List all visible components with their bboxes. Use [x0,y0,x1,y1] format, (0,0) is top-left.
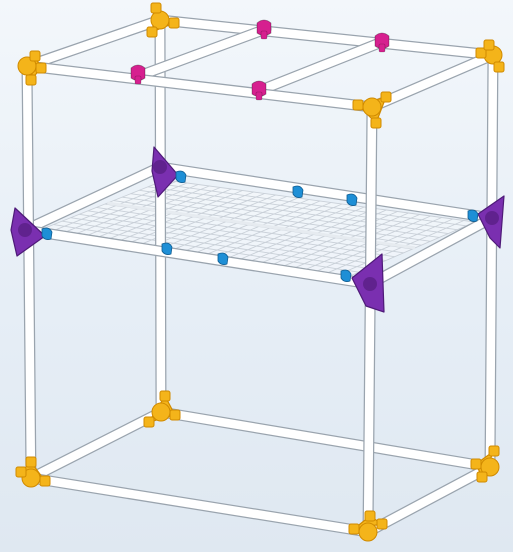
pipe-front-right-vertical-highlight [363,102,377,537]
top-clip-front-1 [130,64,146,85]
pipe-top-back-highlight [155,15,498,60]
pvc-pipe-frame [19,14,499,538]
corner-connector-top-front-right [352,91,392,129]
shelf-clip-back-left [175,170,187,183]
pipe-bottom-front-highlight [26,473,373,537]
mid-connector-front-right [351,253,385,313]
corner-connector-bottom-front-right [348,510,388,542]
pipe-top-front-highlight [22,61,377,112]
top-clip-back-2 [374,32,390,53]
shelf-clip-front-left [41,227,53,240]
top-clip-front-2 [251,80,267,101]
mid-connector-back-left [151,146,179,198]
corner-connector-top-back-left [146,2,180,38]
corner-connector-bottom-front-left [15,456,51,488]
grid-wire [122,196,431,242]
grid-wire [79,213,386,262]
pipe-shelf-right-highlight [365,213,497,289]
pipe-bottom-back-highlight [156,407,495,472]
pipe-shelf-back-highlight [155,162,497,223]
pipe-top-left-highlight [22,15,165,71]
pipe-back-right-vertical-highlight [485,50,498,472]
grid-wire [70,217,377,265]
mid-connector-front-left [10,207,46,257]
grid-wire [139,189,449,235]
grid-wire [164,179,476,223]
pipe-top-right-highlight [367,50,498,112]
grid-wire [62,220,368,269]
pipe-shelf-front-highlight [20,225,375,289]
grid-wire [87,210,395,258]
corner-connector-top-back-right [475,39,505,73]
pipe-top-cross-2-highlight [251,37,387,97]
pipe-bottom-right-highlight [363,462,495,537]
grid-wire [53,224,359,273]
frame-connectors [10,2,505,542]
pipe-clips [41,19,479,282]
shelf-clip-front-1 [161,242,173,255]
grid-wire [96,206,404,254]
shelf-clip-back-1 [292,185,304,198]
grid-wire [156,182,467,227]
grid-wire [147,186,458,231]
pipe-top-cross-1-highlight [131,24,271,82]
corner-connector-bottom-back-right [470,445,500,483]
top-clip-back-1 [256,19,272,40]
grid-wire [130,193,440,238]
shelf-clip-front-2 [217,252,229,265]
pipe-shelf-left-highlight [20,162,165,235]
pipe-bottom-left-highlight [26,407,166,483]
shelf-clip-back-right [467,209,479,222]
corner-connector-top-front-left [17,50,47,86]
shelf-clip-back-2 [346,193,358,206]
shelf-clip-front-right [340,269,352,282]
pipe-front-left-vertical-highlight [22,61,36,483]
mid-connector-back-right [477,195,505,249]
corner-connector-bottom-back-left [143,390,181,428]
